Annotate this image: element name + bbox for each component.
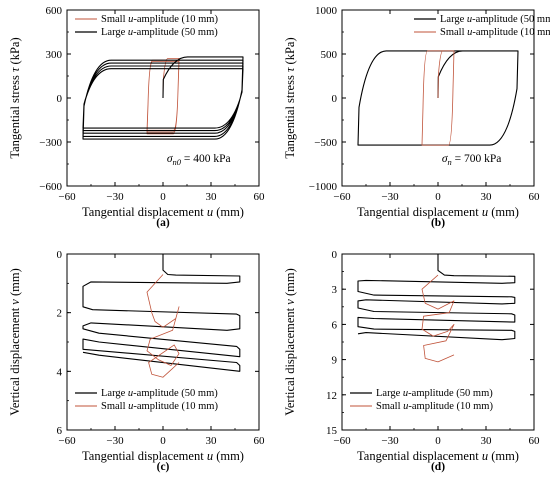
y-tick-label: 0 [332,93,338,105]
legend-label: Large u-amplitude (50 mm) [101,27,218,38]
y-tick-label: 500 [321,49,338,61]
x-tick-label: −60 [333,191,351,203]
y-tick-label: 6 [332,319,338,331]
legend-label: Small u-amplitude (10 mm) [376,401,493,412]
series-line-2 [82,56,244,140]
y-tick-label: 1000 [315,5,338,17]
series-line-1 [357,50,519,146]
x-tick-label: −60 [333,435,351,447]
y-tick-label: 15 [326,425,338,437]
series-line-2 [146,274,180,378]
x-tick-label: 0 [435,435,441,447]
panel-caption: (c) [157,461,170,473]
y-tick-label: 9 [332,355,338,367]
x-tick-label: 0 [160,191,166,203]
x-axis-label: Tangential displacement u (mm) [357,205,519,219]
y-tick-label: 600 [46,5,63,17]
y-tick-label: −1000 [309,181,338,193]
x-tick-label: 60 [529,435,541,447]
x-tick-label: 30 [206,191,218,203]
x-tick-label: −60 [58,191,76,203]
x-axis-label: Tangential displacement u (mm) [357,449,519,463]
x-tick-label: 60 [529,191,541,203]
normal-stress-annotation: σn0 = 400 kPa [167,153,231,167]
y-tick-label: 3 [332,284,338,296]
x-axis-label: Tangential displacement u (mm) [82,449,244,463]
legend-label: Large u-amplitude (50 mm) [440,14,550,25]
y-axis-label: Tangential stress τ (kPa) [8,37,22,158]
x-tick-label: −30 [381,191,399,203]
legend-label: Small u-amplitude (10 mm) [440,27,550,38]
x-tick-label: 30 [206,435,218,447]
series-line-2 [421,50,455,146]
y-tick-label: 0 [57,93,63,105]
panel-caption: (d) [431,461,445,473]
y-tick-label: −500 [314,137,337,149]
y-tick-label: 2 [57,308,63,320]
x-tick-label: −60 [58,435,76,447]
chart-panel-d: −60 −30 0 30 60 0 3 6 9 12 15 Tangential displaceme… [283,249,540,473]
series-line-2 [421,274,455,363]
x-tick-label: 30 [481,435,493,447]
y-tick-label: 300 [46,49,63,61]
x-axis-label: Tangential displacement u (mm) [82,205,244,219]
y-tick-label: 0 [57,249,63,261]
y-tick-label: 4 [57,366,63,378]
chart-panel-c: −60 −30 0 30 60 0 2 4 6 Tangential displacement u… [8,249,265,473]
legend-label: Small u-amplitude (10 mm) [101,14,218,25]
legend-label: Large u-amplitude (50 mm) [376,388,493,399]
panel-caption: (b) [431,217,445,229]
series-line-1 [82,254,241,372]
legend-label: Small u-amplitude (10 mm) [101,401,218,412]
chart-panel-b: −60 −30 0 30 60 −1000 −500 0 500 1000 Tangential d… [283,5,550,229]
y-tick-label: 0 [332,249,338,261]
x-tick-label: −30 [381,435,399,447]
legend-label: Large u-amplitude (50 mm) [101,388,218,399]
x-tick-label: 30 [481,191,493,203]
normal-stress-annotation: σn = 700 kPa [442,153,502,167]
x-tick-label: −30 [106,191,124,203]
y-tick-label: 12 [326,390,337,402]
x-tick-label: 60 [254,435,266,447]
y-axis-label: Tangential stress τ (kPa) [283,37,297,158]
x-tick-label: 0 [160,435,166,447]
y-tick-label: −600 [39,181,62,193]
panel-caption: (a) [156,217,170,229]
y-axis-label: Vertical displacement v (mm) [8,268,22,416]
y-tick-label: −300 [39,137,62,149]
x-tick-label: 60 [254,191,266,203]
y-axis-label: Vertical displacement v (mm) [283,268,297,416]
series-line-1 [357,254,516,341]
x-tick-label: −30 [106,435,124,447]
y-tick-label: 6 [57,425,63,437]
x-tick-label: 0 [435,191,441,203]
